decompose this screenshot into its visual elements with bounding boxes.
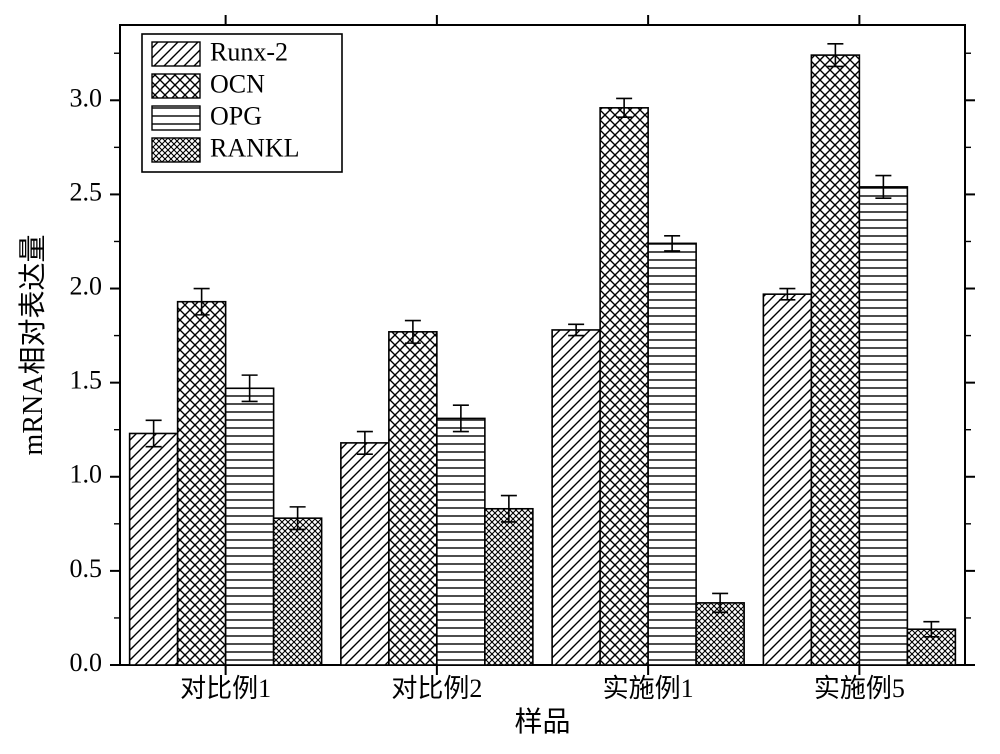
- bar: [341, 443, 389, 665]
- bar: [178, 302, 226, 665]
- bar: [859, 187, 907, 665]
- bar: [389, 332, 437, 665]
- legend-label: OCN: [210, 70, 265, 99]
- bar: [552, 330, 600, 665]
- bar-chart: 0.0 0.5 1.0 1.5 2.0 2.5 3.0 对比例1 对比例2 实施例1 实施例5 样品 m…: [0, 0, 1000, 754]
- y-tick-label: 0.0: [70, 648, 103, 677]
- legend-label: RANKL: [210, 134, 300, 163]
- x-tick-label: 实施例5: [814, 674, 905, 703]
- y-tick-label: 3.0: [70, 83, 103, 112]
- legend-swatch: [152, 106, 200, 130]
- bar: [485, 509, 533, 665]
- y-axis-label: mRNA相对表达量: [17, 235, 49, 456]
- bar: [226, 388, 274, 665]
- legend-label: Runx-2: [210, 38, 288, 67]
- y-tick-label: 1.5: [70, 366, 103, 395]
- bar: [763, 294, 811, 665]
- bar: [437, 418, 485, 665]
- bar: [130, 433, 178, 665]
- y-tick-label: 1.0: [70, 460, 103, 489]
- bar: [811, 55, 859, 665]
- chart-container: 0.0 0.5 1.0 1.5 2.0 2.5 3.0 对比例1 对比例2 实施例1 实施例5 样品 m…: [0, 0, 1000, 754]
- x-tick-label: 对比例1: [180, 674, 271, 703]
- legend-swatch: [152, 138, 200, 162]
- legend-swatch: [152, 42, 200, 66]
- x-tick-label: 对比例2: [391, 674, 482, 703]
- legend-swatch: [152, 74, 200, 98]
- x-tick-label: 实施例1: [603, 674, 694, 703]
- x-axis-label: 样品: [514, 706, 570, 738]
- y-tick-label: 2.0: [70, 271, 103, 300]
- legend-label: OPG: [210, 102, 262, 131]
- bar: [648, 243, 696, 665]
- y-tick-label: 2.5: [70, 177, 103, 206]
- bar: [600, 108, 648, 665]
- y-tick-label: 0.5: [70, 554, 103, 583]
- bar: [274, 518, 322, 665]
